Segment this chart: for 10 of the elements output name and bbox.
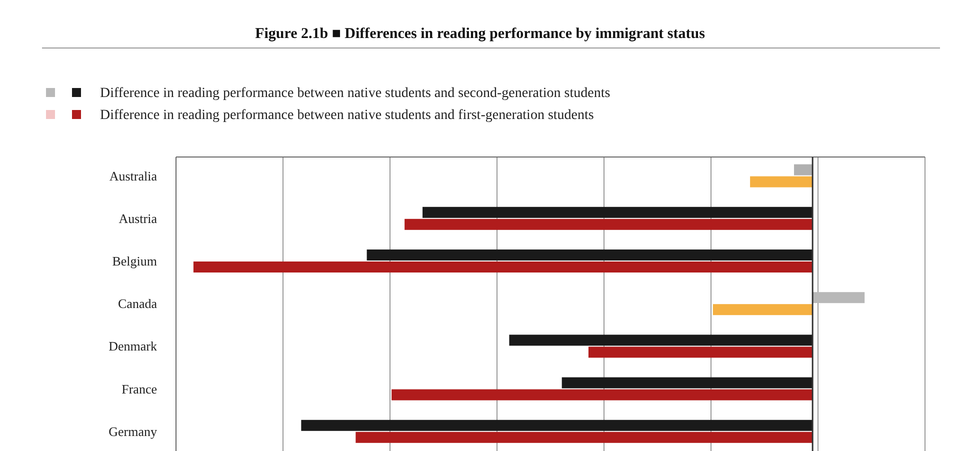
y-tick-label: Denmark <box>108 338 158 354</box>
y-tick-label: Belgium <box>112 254 157 268</box>
y-tick-label: France <box>122 381 158 396</box>
chart-title: Figure 2.1b ■ Differences in reading performance by immigrant status <box>255 26 706 42</box>
legend-label: Difference in reading performance between native students and first-generation students <box>100 108 594 123</box>
y-tick-label: Australia <box>109 168 158 184</box>
y-tick-label: Austria <box>118 210 158 226</box>
legend-label: Difference in reading performance between native students and second-generation students <box>100 86 610 101</box>
y-tick-label: Canada <box>118 296 158 312</box>
y-tick-label: Germany <box>108 424 158 439</box>
